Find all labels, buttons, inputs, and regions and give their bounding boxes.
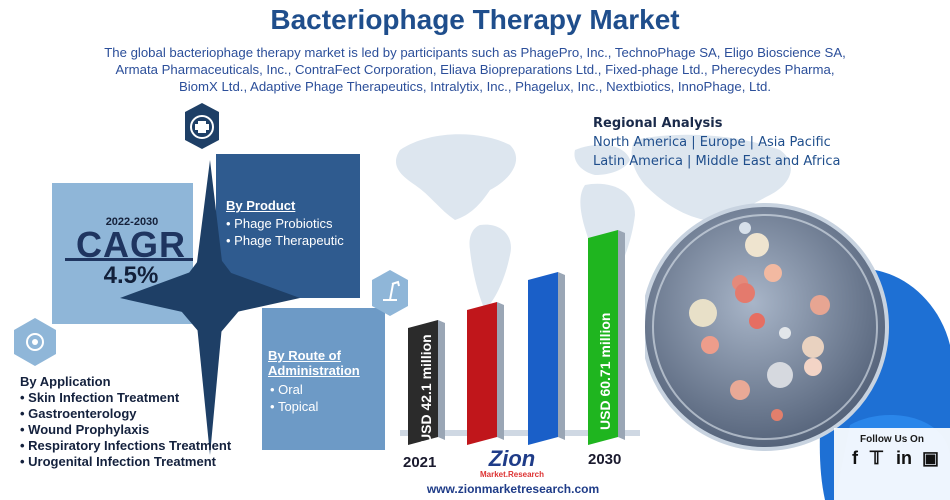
instagram-icon[interactable]: ▣ [922,448,940,468]
social-panel: Follow Us On f 𝕋 in ▣ [834,428,950,500]
bar-2 [528,272,558,445]
star-center [170,245,250,345]
regional-analysis: Regional Analysis North America | Europe… [593,116,840,169]
route-title-1: By Route of [268,348,341,363]
year-end: 2030 [588,451,622,468]
bar-side-1 [497,302,504,440]
bar-side-2 [558,272,565,440]
application-item: Skin Infection Treatment [20,390,231,406]
regional-title: Regional Analysis [593,116,723,131]
bar-3 [588,230,618,445]
bar-label-2030: USD 60.71 million [597,312,613,430]
world-map [395,134,795,310]
bar-0 [408,320,438,445]
year-start: 2021 [403,454,437,471]
route-title-2: Administration [268,363,360,378]
product-title: By Product [226,198,296,213]
regional-line-1: North America | Europe | Asia Pacific [593,135,831,150]
by-route: By Route of Administration Oral Topical [268,348,360,415]
product-item: Phage Therapeutic [226,232,344,249]
zion-logo: Zion Market.Research [472,448,552,488]
by-application: By Application Skin Infection Treatment … [20,374,231,470]
linkedin-icon[interactable]: in [896,448,912,468]
social-panel-bg [834,428,950,500]
product-item: Phage Probiotics [226,215,344,232]
bar-1 [467,302,497,445]
follow-label: Follow Us On [860,434,924,445]
cagr-value: 4.5% [103,262,159,289]
application-item: Wound Prophylaxis [20,422,231,438]
application-item: Respiratory Infections Treatment [20,438,231,454]
application-item: Urogenital Infection Treatment [20,454,231,470]
microscope-hexagon [372,270,408,316]
cagr-divider [65,258,193,261]
facebook-icon[interactable]: f [852,448,858,468]
cagr-years: 2022-2030 [105,216,159,228]
route-item: Oral [270,381,360,398]
application-item: Gastroenterology [20,406,231,422]
website-url[interactable]: www.zionmarketresearch.com [426,482,600,496]
bar-floor [400,430,640,436]
bar-side-0 [438,320,445,440]
bar-side-3 [618,230,625,440]
bar-label-2021: USD 42.1 million [418,334,434,444]
route-item: Topical [270,398,360,415]
application-title: By Application [20,374,111,389]
twitter-icon[interactable]: 𝕋 [870,448,883,468]
growth-bars [400,230,640,445]
market-description: The global bacteriophage therapy market … [104,45,846,94]
page-title: Bacteriophage Therapy Market [270,4,680,35]
logo-sub: Market.Research [479,470,545,479]
logo-main: Zion [488,446,536,471]
by-product: By Product Phage Probiotics Phage Therap… [226,198,344,249]
regional-line-2: Latin America | Middle East and Africa [593,154,841,169]
